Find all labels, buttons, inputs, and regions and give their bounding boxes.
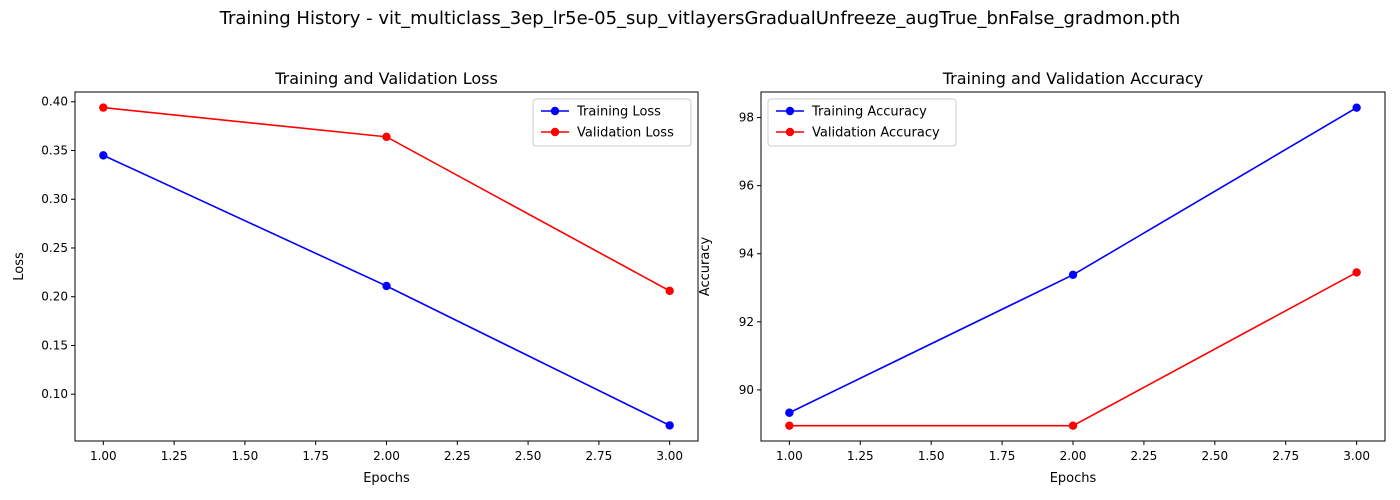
accuracy-ytick-label: 90	[739, 383, 754, 397]
loss-legend-box	[532, 98, 692, 147]
accuracy-ytick-label: 98	[739, 111, 754, 125]
accuracy-xtick-label: 1.25	[847, 449, 874, 463]
training-loss-line	[102, 154, 671, 427]
accuracy-xtick-label: 1.50	[918, 449, 945, 463]
training-accuracy-point	[1068, 270, 1078, 280]
training-accuracy-legend-label: Training Accuracy	[811, 105, 927, 120]
accuracy-xtick-label: 2.75	[1272, 449, 1299, 463]
loss-xtick-label: 2.25	[444, 449, 471, 463]
validation-accuracy-line	[789, 271, 1358, 427]
loss-xtick-label: 1.50	[232, 449, 259, 463]
training-loss-point	[99, 151, 108, 160]
accuracy-x-axis-label: Epochs	[1050, 471, 1097, 486]
training-accuracy-legend-marker	[785, 106, 795, 116]
accuracy-xtick-label: 1.00	[776, 449, 803, 463]
loss-chart: Training and Validation Loss 1.00 1.25 1.50…	[12, 69, 699, 486]
loss-chart-title: Training and Validation Loss	[274, 69, 498, 88]
accuracy-ytick-label: 92	[739, 315, 754, 329]
validation-loss-legend-label: Validation Loss	[577, 126, 674, 141]
loss-xtick-label: 2.75	[586, 449, 613, 463]
accuracy-xtick-label: 3.00	[1343, 449, 1370, 463]
loss-xtick-label: 1.75	[302, 449, 329, 463]
loss-x-axis-label: Epochs	[363, 471, 410, 486]
loss-ytick-label: 0.15	[41, 338, 68, 352]
validation-loss-point	[382, 132, 391, 142]
loss-ytick-label: 0.25	[41, 241, 68, 255]
training-accuracy-line	[789, 106, 1358, 414]
accuracy-legend: Training Accuracy Validation Accuracy	[767, 98, 957, 147]
loss-legend: Training Loss Validation Loss	[532, 98, 692, 147]
loss-xtick-label: 1.00	[90, 449, 117, 463]
training-loss-point	[665, 421, 674, 430]
validation-accuracy-legend-label: Validation Accuracy	[812, 126, 940, 141]
validation-loss-point	[99, 103, 108, 112]
accuracy-chart: Training and Validation Accuracy 1.00 1.25…	[698, 69, 1386, 486]
loss-ytick-label: 0.40	[41, 95, 68, 109]
loss-xtick-label: 2.50	[515, 449, 542, 463]
loss-xtick-label: 3.00	[656, 449, 683, 463]
validation-loss-legend-marker	[550, 127, 560, 137]
training-loss-legend-marker	[550, 106, 560, 116]
validation-accuracy-point	[785, 421, 794, 430]
validation-accuracy-point	[1352, 268, 1361, 277]
accuracy-xtick-label: 2.25	[1131, 449, 1158, 463]
validation-accuracy-legend-marker	[785, 127, 795, 137]
loss-ytick-label: 0.30	[41, 192, 68, 206]
loss-ytick-label: 0.35	[41, 143, 68, 157]
training-accuracy-point	[785, 408, 794, 417]
accuracy-ytick-label: 96	[739, 179, 754, 193]
accuracy-xtick-label: 2.00	[1060, 449, 1087, 463]
loss-ytick-label: 0.20	[41, 290, 68, 304]
loss-xtick-label: 2.00	[373, 449, 400, 463]
training-loss-point	[382, 281, 391, 291]
loss-xtick-label: 1.25	[161, 449, 188, 463]
validation-loss-point	[665, 286, 674, 296]
accuracy-xtick-label: 2.50	[1201, 449, 1228, 463]
loss-ytick-label: 0.10	[41, 387, 68, 401]
accuracy-y-axis-label: Accuracy	[698, 237, 713, 297]
accuracy-chart-title: Training and Validation Accuracy	[942, 69, 1204, 88]
loss-y-axis-label: Loss	[12, 252, 27, 281]
training-accuracy-point	[1352, 103, 1361, 112]
accuracy-xtick-label: 1.75	[989, 449, 1016, 463]
accuracy-legend-box	[767, 98, 957, 147]
figure-suptitle: Training History - vit_multiclass_3ep_lr…	[219, 8, 1181, 29]
validation-accuracy-point	[1068, 421, 1078, 430]
training-loss-legend-label: Training Loss	[576, 105, 661, 120]
accuracy-ytick-label: 94	[739, 247, 754, 261]
